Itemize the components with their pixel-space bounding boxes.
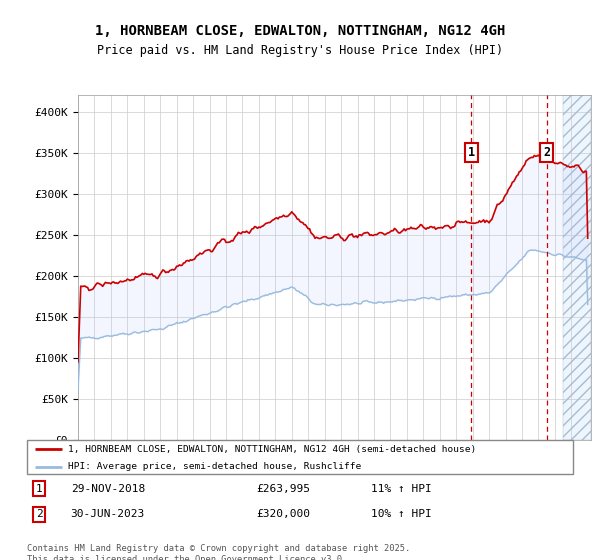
Text: HPI: Average price, semi-detached house, Rushcliffe: HPI: Average price, semi-detached house,…	[68, 462, 361, 471]
Text: 30-JUN-2023: 30-JUN-2023	[71, 509, 145, 519]
Bar	[563, 95, 591, 440]
Text: Contains HM Land Registry data © Crown copyright and database right 2025.
This d: Contains HM Land Registry data © Crown c…	[27, 544, 410, 560]
Text: 1: 1	[467, 146, 475, 159]
Text: 1, HORNBEAM CLOSE, EDWALTON, NOTTINGHAM, NG12 4GH: 1, HORNBEAM CLOSE, EDWALTON, NOTTINGHAM,…	[95, 24, 505, 38]
Text: £320,000: £320,000	[256, 509, 310, 519]
Text: 29-NOV-2018: 29-NOV-2018	[71, 484, 145, 494]
Text: 11% ↑ HPI: 11% ↑ HPI	[371, 484, 432, 494]
Text: 1: 1	[35, 484, 43, 494]
Bar	[563, 95, 591, 440]
Text: 1, HORNBEAM CLOSE, EDWALTON, NOTTINGHAM, NG12 4GH (semi-detached house): 1, HORNBEAM CLOSE, EDWALTON, NOTTINGHAM,…	[68, 445, 476, 454]
Text: 2: 2	[35, 509, 43, 519]
Text: 10% ↑ HPI: 10% ↑ HPI	[371, 509, 432, 519]
Text: Price paid vs. HM Land Registry's House Price Index (HPI): Price paid vs. HM Land Registry's House …	[97, 44, 503, 57]
Text: £263,995: £263,995	[256, 484, 310, 494]
Text: 2: 2	[543, 146, 550, 159]
